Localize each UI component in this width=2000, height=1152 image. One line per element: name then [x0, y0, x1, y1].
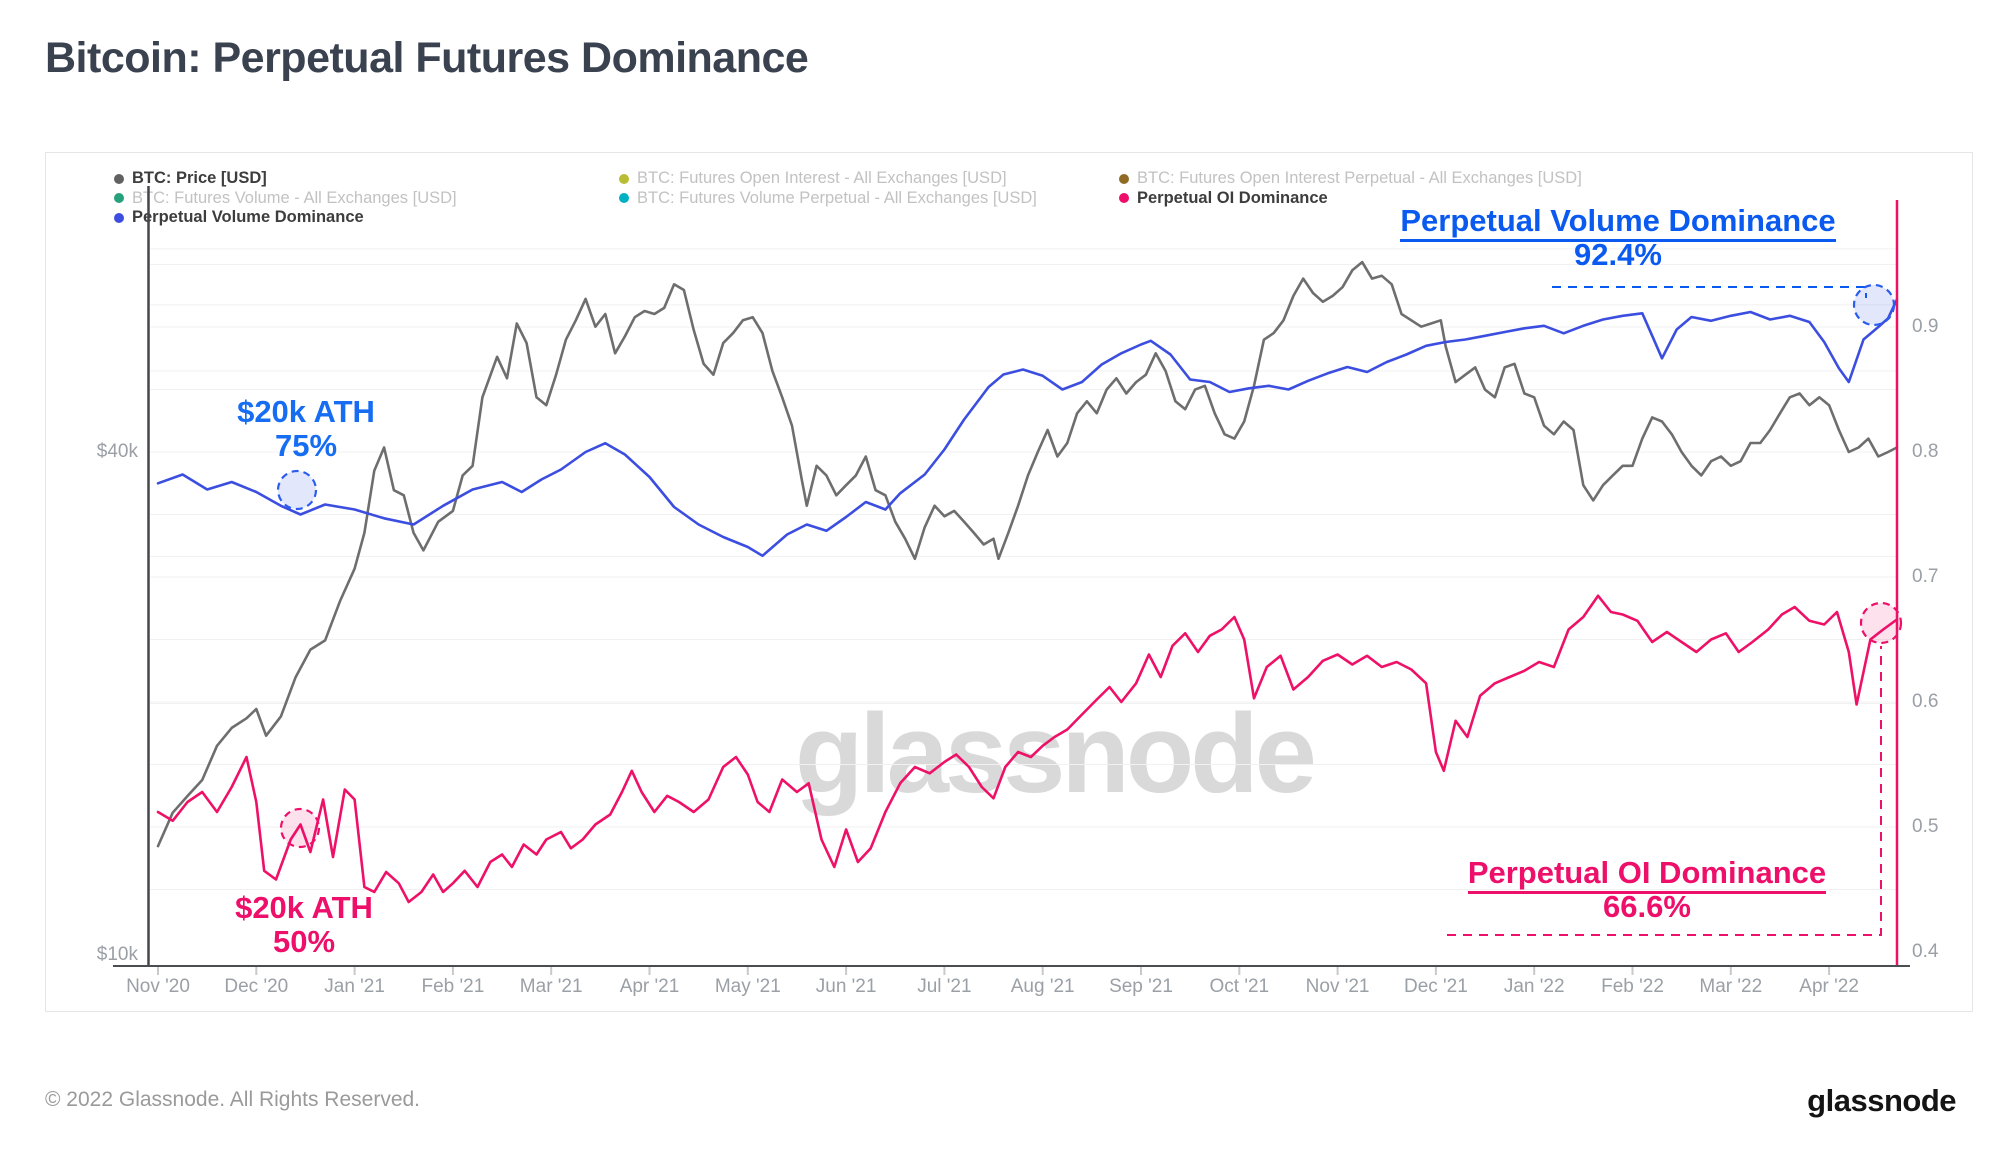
legend-label: BTC: Futures Volume - All Exchanges [USD…: [132, 188, 457, 207]
x-axis-label: Jun '21: [815, 976, 877, 997]
legend-label: BTC: Futures Open Interest - All Exchang…: [637, 169, 1007, 188]
legend-column: BTC: Futures Open Interest - All Exchang…: [619, 169, 1037, 208]
highlight-circle-volume-92-4: [1852, 283, 1896, 327]
legend-item[interactable]: BTC: Futures Volume - All Exchanges [USD…: [114, 189, 457, 209]
legend-item[interactable]: BTC: Futures Open Interest - All Exchang…: [619, 169, 1037, 189]
x-axis-label: Aug '21: [1010, 976, 1075, 997]
annotation-ath-oi: $20k ATH 50%: [209, 891, 399, 959]
legend-label: Perpetual OI Dominance: [1137, 188, 1328, 207]
legend-column: BTC: Futures Open Interest Perpetual - A…: [1119, 169, 1582, 208]
x-axis-label: Feb '22: [1601, 976, 1664, 997]
x-axis-label: Feb '21: [421, 976, 485, 997]
x-axis-label: Dec '20: [224, 976, 289, 997]
x-axis-label: Mar '22: [1699, 976, 1763, 997]
x-axis-label: Apr '22: [1799, 976, 1859, 997]
x-axis-label: Nov '21: [1305, 976, 1370, 997]
annotation-volume-value: 92.4%: [1574, 237, 1662, 272]
volume-callout-leader-line: [1552, 286, 1867, 298]
left-axis-label-40k: $40k: [96, 441, 138, 462]
legend-item[interactable]: BTC: Price [USD]: [114, 169, 457, 189]
x-axis-label: Dec '21: [1403, 976, 1468, 997]
right-axis-label: 0.5: [1912, 816, 1939, 837]
legend-label: BTC: Futures Volume Perpetual - All Exch…: [637, 188, 1037, 207]
x-axis-label: Mar '21: [519, 976, 583, 997]
legend-item[interactable]: BTC: Futures Open Interest Perpetual - A…: [1119, 169, 1582, 189]
x-axis-label: Nov '20: [126, 976, 190, 997]
highlight-circle-ath-oi-50: [279, 807, 321, 849]
legend-dot-icon: [1119, 193, 1129, 204]
legend-dot-icon: [1119, 173, 1129, 184]
legend-label: BTC: Futures Open Interest Perpetual - A…: [1137, 169, 1582, 188]
series-line-btc-price-usd-: [156, 260, 1899, 848]
legend-item[interactable]: BTC: Futures Volume Perpetual - All Exch…: [619, 189, 1037, 209]
x-axis-label: Apr '21: [619, 976, 680, 997]
annotation-volume-title: Perpetual Volume Dominance: [1368, 203, 1868, 242]
legend-dot-icon: [619, 173, 629, 184]
x-axis-label: Jul '21: [917, 976, 972, 997]
annotation-ath-volume: $20k ATH 75%: [211, 395, 401, 463]
right-axis-label: 0.7: [1912, 566, 1939, 587]
annotation-oi-value: 66.6%: [1603, 889, 1691, 924]
annotation-volume-dominance-callout: Perpetual Volume Dominance 92.4%: [1368, 203, 1868, 272]
legend-item[interactable]: Perpetual Volume Dominance: [114, 208, 457, 228]
right-axis-label: 0.9: [1912, 316, 1939, 337]
highlight-circle-oi-66-6: [1859, 601, 1903, 645]
glassnode-watermark: glassnode: [795, 691, 1317, 816]
x-axis-label: May '21: [714, 976, 781, 997]
x-axis-label: Oct '21: [1209, 976, 1270, 997]
page-title: Bitcoin: Perpetual Futures Dominance: [45, 34, 809, 82]
annotation-ath-volume-line1: $20k ATH: [237, 394, 375, 429]
legend-item[interactable]: Perpetual OI Dominance: [1119, 189, 1582, 209]
left-axis-label-10k: $10k: [96, 944, 138, 965]
right-axis-label: 0.4: [1912, 941, 1939, 962]
x-axis-label: Jan '21: [324, 976, 385, 997]
right-axis-label: 0.6: [1912, 691, 1939, 712]
annotation-ath-oi-line2: 50%: [272, 924, 336, 959]
annotation-ath-oi-line1: $20k ATH: [235, 890, 373, 925]
series-line-perpetual-volume-dominance: [156, 298, 1899, 558]
highlight-circle-ath-volume-75: [276, 469, 318, 511]
annotation-oi-dominance-callout: Perpetual OI Dominance 66.6%: [1437, 855, 1857, 924]
legend-column: BTC: Price [USD] BTC: Futures Volume - Al…: [114, 169, 457, 228]
footer-copyright: © 2022 Glassnode. All Rights Reserved.: [45, 1088, 421, 1111]
x-axis-label: Jan '22: [1503, 976, 1565, 997]
oi-callout-leader-line: [1447, 646, 1882, 936]
legend-label: BTC: Price [USD]: [132, 169, 267, 188]
legend-dot-icon: [619, 193, 629, 204]
legend-dot-icon: [114, 212, 124, 223]
legend-dot-icon: [114, 173, 124, 184]
chart-card: BTC: Price [USD] BTC: Futures Volume - Al…: [45, 152, 1973, 1012]
annotation-ath-volume-line2: 75%: [274, 428, 338, 463]
legend-label: Perpetual Volume Dominance: [132, 208, 364, 227]
series-line-perpetual-oi-dominance: [156, 594, 1899, 904]
glassnode-logo: glassnode: [1807, 1083, 1956, 1118]
right-axis-label: 0.8: [1912, 441, 1939, 462]
annotation-oi-title: Perpetual OI Dominance: [1437, 855, 1857, 894]
x-axis-label: Sep '21: [1109, 976, 1173, 997]
legend-dot-icon: [114, 193, 124, 204]
